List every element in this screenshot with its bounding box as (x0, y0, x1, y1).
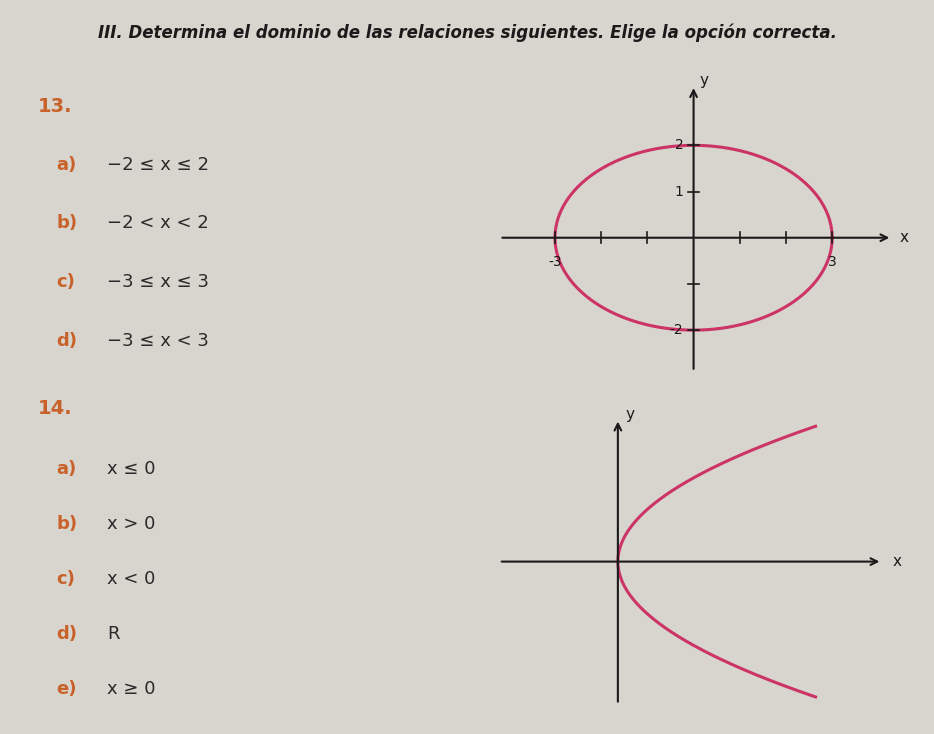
Text: d): d) (56, 625, 77, 643)
Text: y: y (626, 407, 635, 423)
Text: −3 ≤ x ≤ 3: −3 ≤ x ≤ 3 (107, 273, 209, 291)
Text: III. Determina el dominio de las relaciones siguientes. Elige la opción correcta: III. Determina el dominio de las relacio… (97, 23, 837, 43)
Text: R: R (107, 625, 120, 643)
Text: y: y (700, 73, 708, 88)
Text: −3 ≤ x < 3: −3 ≤ x < 3 (107, 332, 209, 350)
Text: x: x (892, 554, 901, 569)
Text: -3: -3 (548, 255, 561, 269)
Text: c): c) (56, 570, 75, 588)
Text: −2 ≤ x ≤ 2: −2 ≤ x ≤ 2 (107, 156, 209, 174)
Text: 14.: 14. (37, 399, 72, 418)
Text: e): e) (56, 680, 77, 698)
Text: x ≥ 0: x ≥ 0 (107, 680, 156, 698)
Text: c): c) (56, 273, 75, 291)
Text: x > 0: x > 0 (107, 515, 156, 533)
Text: x < 0: x < 0 (107, 570, 156, 588)
Text: x ≤ 0: x ≤ 0 (107, 460, 156, 478)
Text: −2 < x < 2: −2 < x < 2 (107, 214, 209, 233)
Text: 1: 1 (674, 184, 684, 198)
Text: 13.: 13. (37, 97, 72, 116)
Text: d): d) (56, 332, 77, 350)
Text: a): a) (56, 156, 77, 174)
Text: b): b) (56, 515, 78, 533)
Text: -2: -2 (670, 323, 684, 337)
Text: b): b) (56, 214, 78, 233)
Text: 3: 3 (828, 255, 837, 269)
Text: x: x (899, 230, 908, 245)
Text: 2: 2 (674, 138, 684, 153)
Text: a): a) (56, 460, 77, 478)
